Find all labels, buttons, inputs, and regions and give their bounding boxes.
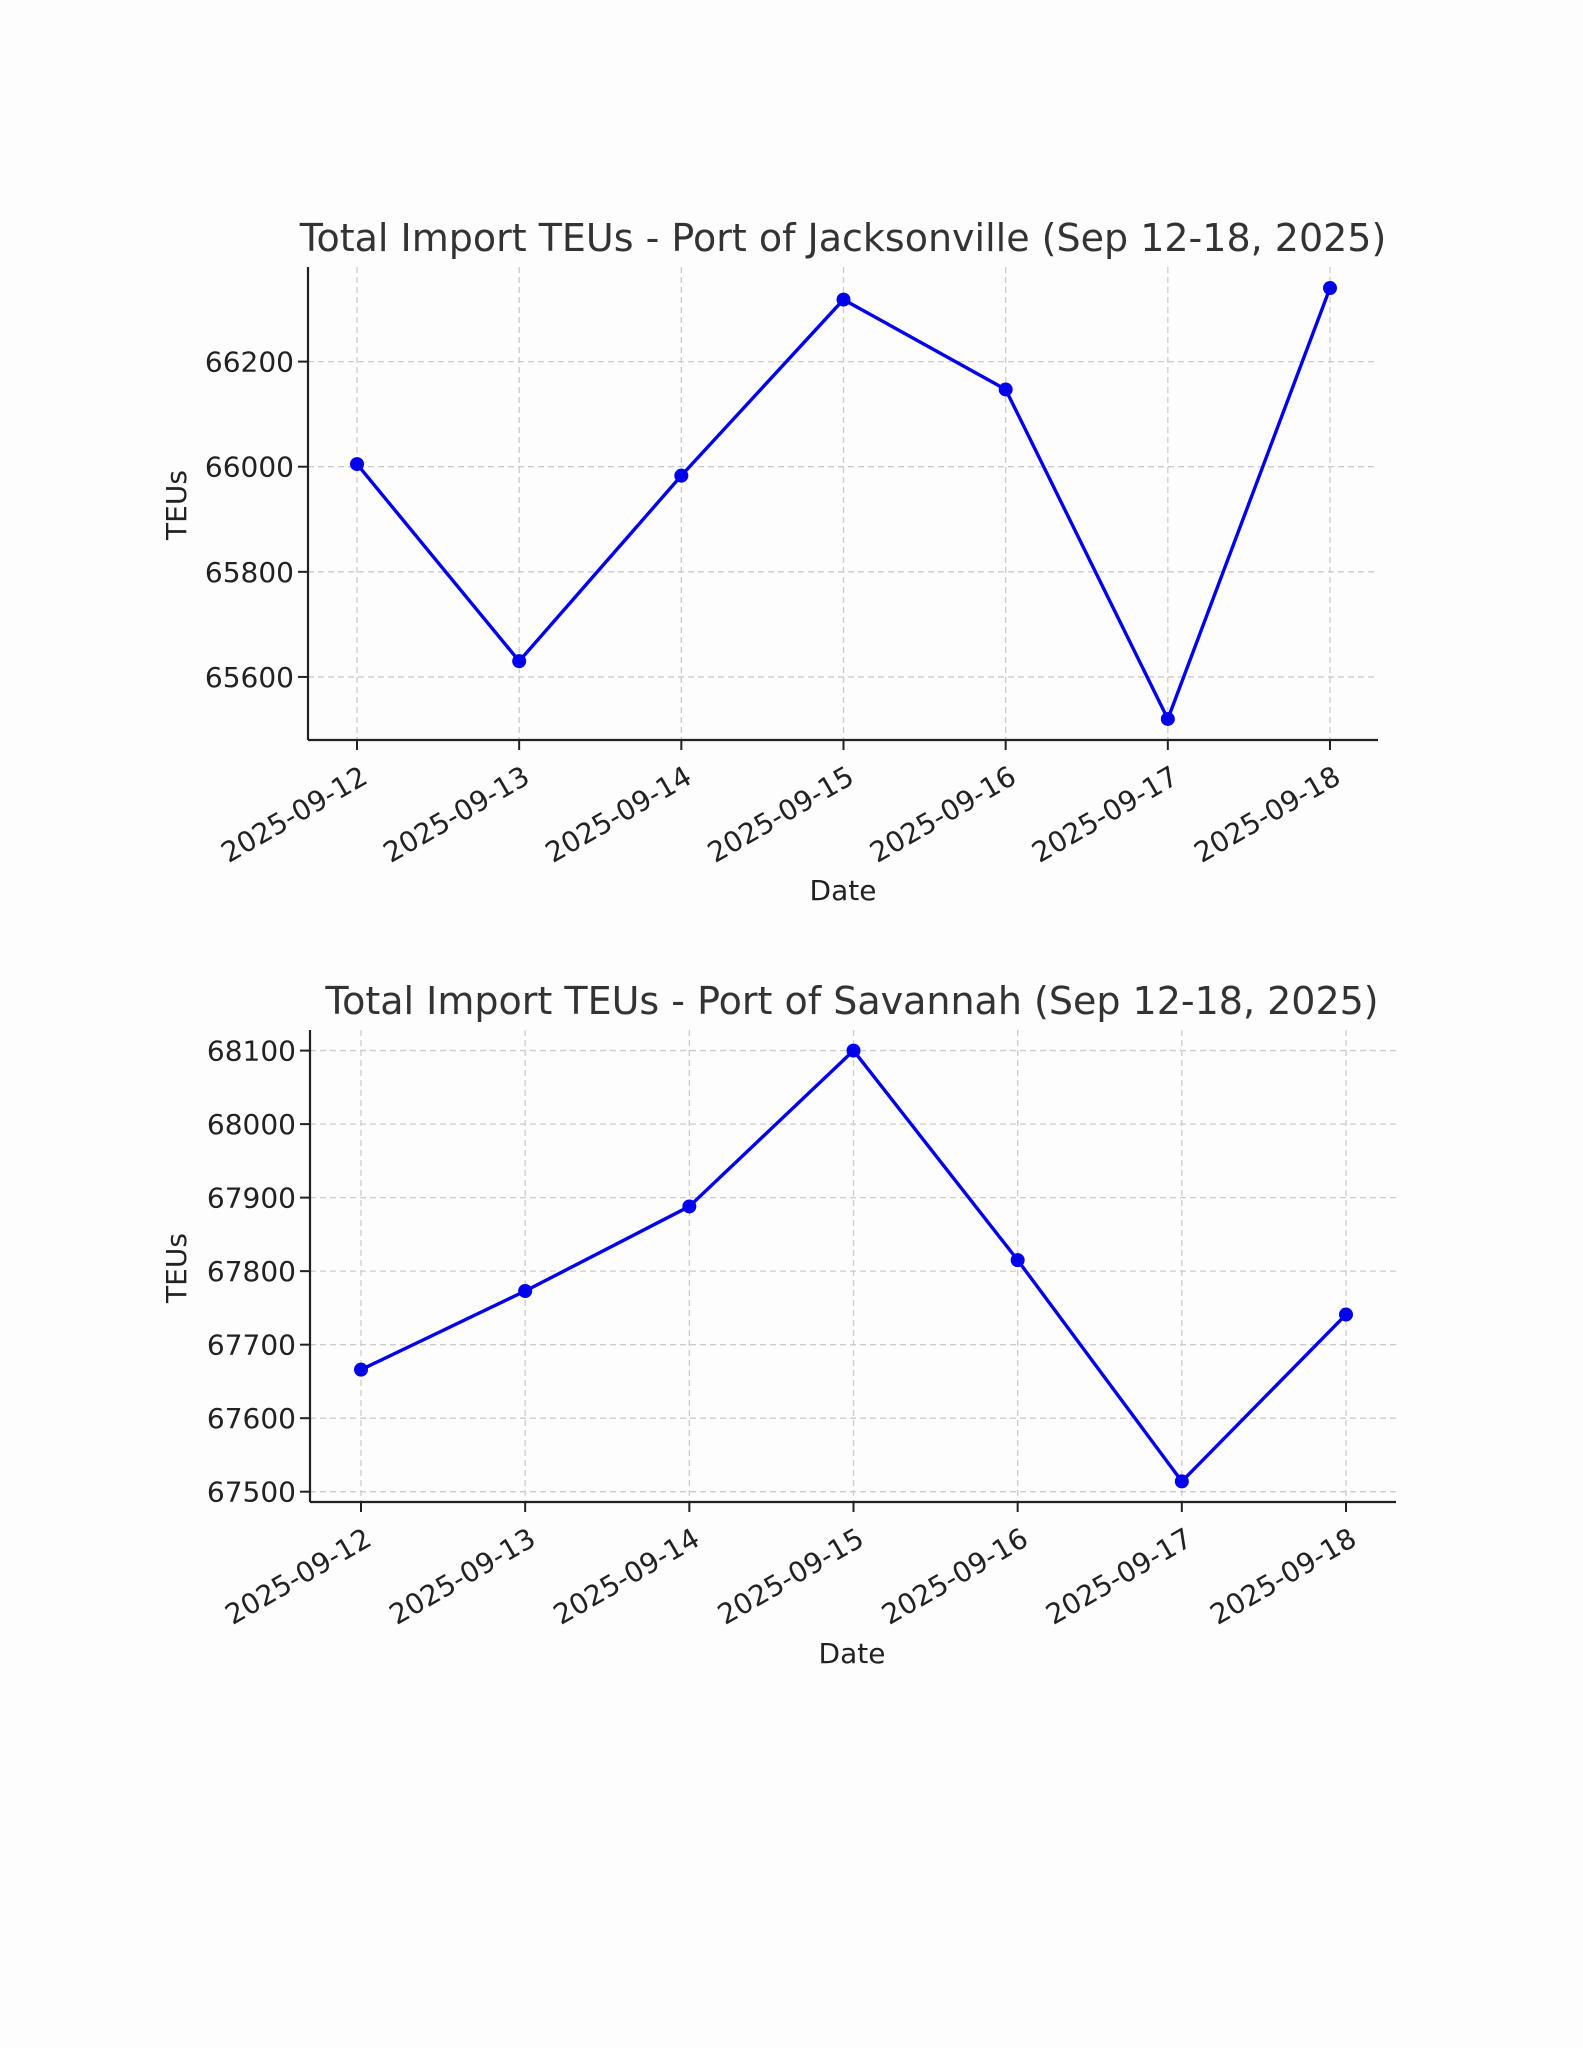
- series: [350, 281, 1337, 726]
- y-tick-label: 66200: [205, 346, 294, 379]
- y-tick-label: 67800: [207, 1255, 296, 1288]
- data-point: [512, 654, 527, 669]
- data-point: [846, 1043, 861, 1058]
- series: [354, 1043, 1353, 1489]
- y-tick-label: 67500: [207, 1476, 296, 1509]
- x-axis-label: Date: [810, 874, 877, 907]
- chart-title: Total Import TEUs - Port of Savannah (Se…: [324, 979, 1378, 1023]
- data-point: [674, 468, 689, 483]
- y-tick-label: 65600: [205, 661, 294, 694]
- y-tick-label: 68000: [207, 1108, 296, 1141]
- y-tick-label: 67900: [207, 1182, 296, 1215]
- data-point: [998, 382, 1013, 397]
- data-point: [836, 292, 851, 307]
- data-point: [350, 457, 364, 472]
- y-tick-label: 65800: [205, 556, 294, 589]
- gridlines: [308, 267, 1378, 740]
- y-tick-label: 68100: [207, 1035, 296, 1068]
- data-point: [1339, 1307, 1353, 1322]
- y-tick-label: 66000: [205, 451, 294, 484]
- chart-title: Total Import TEUs - Port of Jacksonville…: [299, 216, 1387, 260]
- x-axis-label: Date: [819, 1637, 886, 1670]
- data-point: [1160, 711, 1175, 726]
- gridlines: [310, 1030, 1396, 1502]
- y-tick-label: 67700: [207, 1329, 296, 1362]
- data-point: [682, 1199, 697, 1214]
- y-axis-label: TEUs: [160, 470, 193, 541]
- y-tick-label: 67600: [207, 1402, 296, 1435]
- y-axis-label: TEUs: [160, 1233, 193, 1304]
- data-point: [1174, 1474, 1189, 1489]
- data-point: [518, 1283, 533, 1298]
- data-point: [354, 1362, 368, 1377]
- data-point: [1010, 1253, 1025, 1268]
- data-point: [1323, 281, 1337, 296]
